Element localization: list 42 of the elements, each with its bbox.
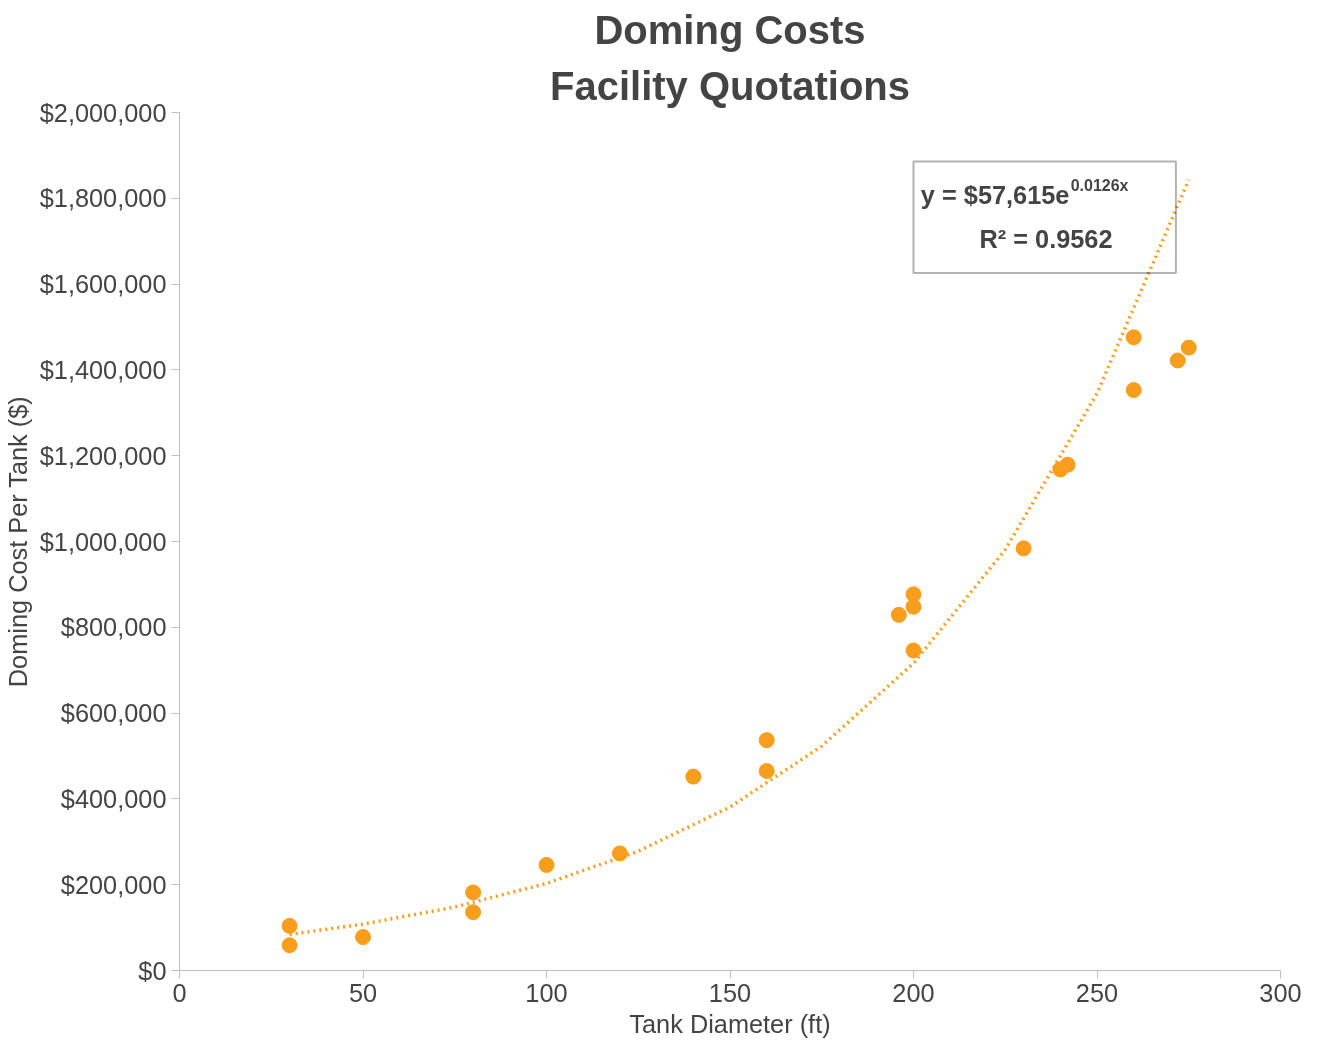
y-tick-label: $800,000 xyxy=(60,613,167,642)
y-tick-label: $1,600,000 xyxy=(39,270,167,299)
y-tick-label: $1,000,000 xyxy=(39,527,167,556)
point xyxy=(685,768,702,785)
point xyxy=(1169,352,1186,369)
point xyxy=(355,929,371,946)
point xyxy=(758,763,775,779)
point xyxy=(1125,382,1142,399)
point xyxy=(905,598,922,615)
x-tick-label: 50 xyxy=(348,978,378,1007)
x-tick-label: 150 xyxy=(708,978,752,1007)
y-tick-label: $1,400,000 xyxy=(39,355,167,384)
point xyxy=(1180,339,1197,356)
y-tick-label: $1,800,000 xyxy=(39,184,167,213)
point xyxy=(758,732,775,749)
point xyxy=(465,904,482,921)
point xyxy=(281,917,298,934)
y-tick-label: $600,000 xyxy=(60,699,167,728)
annotation: R² = 0.9562 xyxy=(979,225,1113,254)
chart-title: Doming Costs xyxy=(594,7,866,52)
point xyxy=(890,606,907,623)
y-tick-label: $0 xyxy=(138,956,167,985)
chart-subtitle: Facility Quotations xyxy=(549,63,911,108)
x-tick-label: 100 xyxy=(525,978,568,1007)
point xyxy=(538,856,555,873)
x-axis-title: Tank Diameter (ft) xyxy=(629,1009,831,1038)
point xyxy=(1059,456,1076,473)
x-tick-label: 200 xyxy=(892,978,935,1007)
y-axis-title: Doming Cost Per Tank ($) xyxy=(3,396,32,688)
y-tick-label: $400,000 xyxy=(60,784,167,813)
y-tick-label: $1,200,000 xyxy=(39,441,167,470)
point xyxy=(905,642,922,659)
point xyxy=(281,937,298,954)
point xyxy=(611,845,628,862)
point xyxy=(1125,329,1142,346)
x-tick-label: 300 xyxy=(1259,978,1302,1007)
point xyxy=(1015,540,1032,557)
point xyxy=(465,884,482,901)
x-tick-label: 250 xyxy=(1075,978,1119,1007)
x-tick-label: 0 xyxy=(172,978,187,1007)
y-tick-label: $200,000 xyxy=(60,870,167,899)
y-tick-label: $2,000,000 xyxy=(39,98,167,127)
